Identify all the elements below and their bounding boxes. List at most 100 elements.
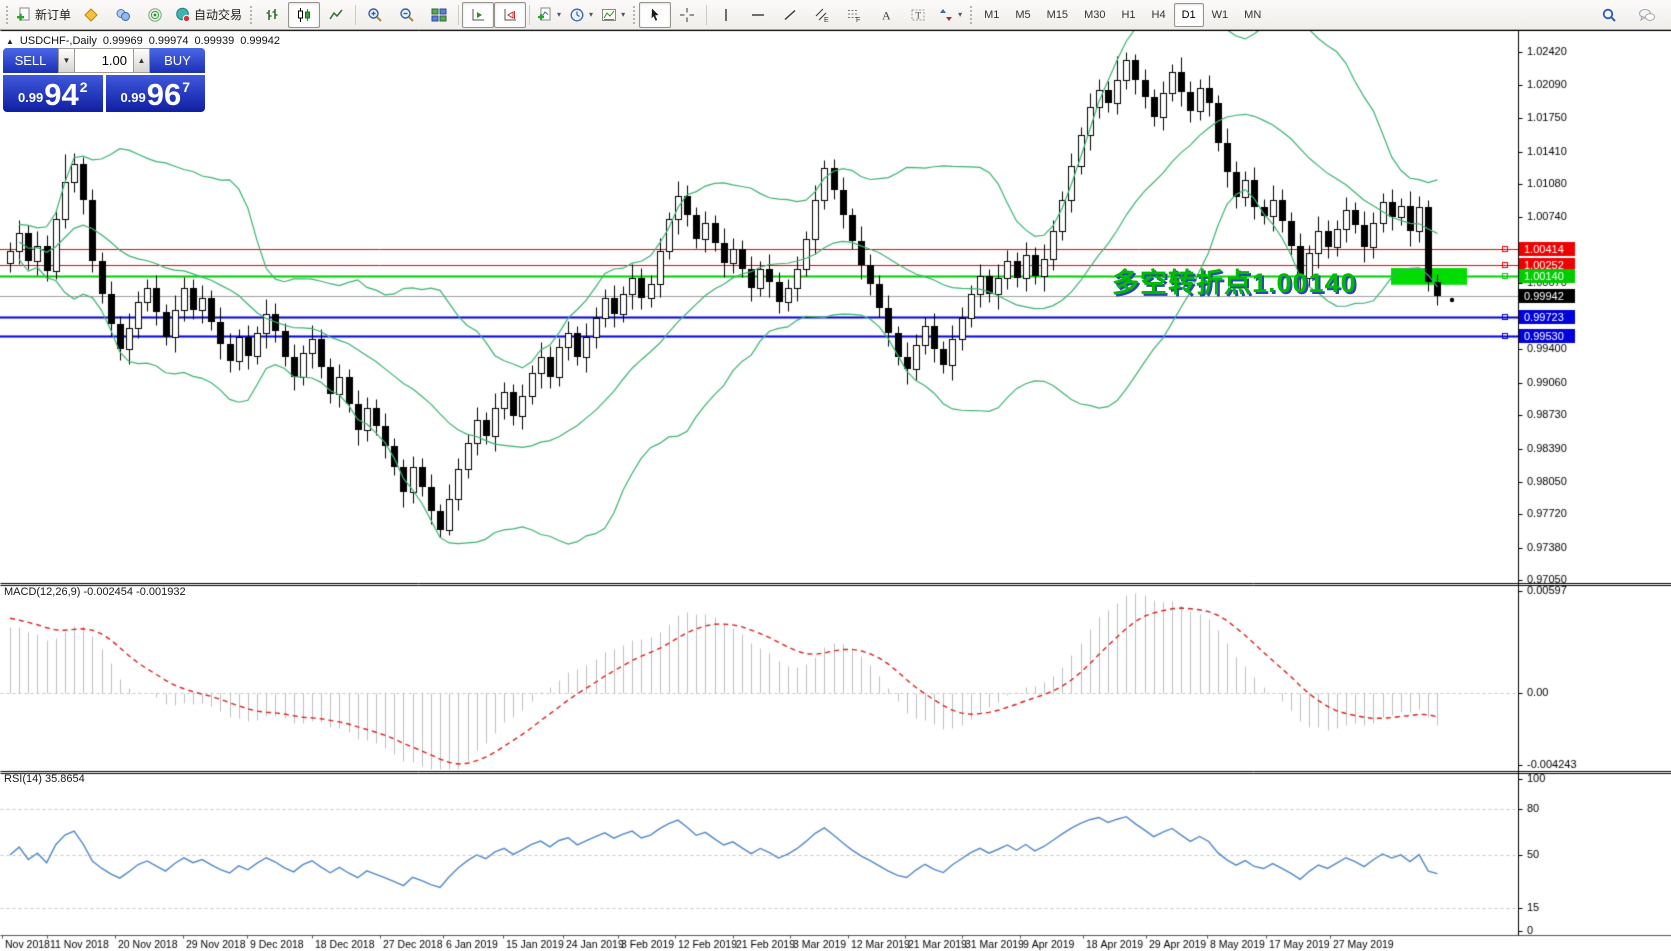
ohlc-open-value: 0.99969 xyxy=(102,35,143,47)
ohlc-close-value: 0.99942 xyxy=(240,35,280,47)
trendline-button[interactable] xyxy=(774,2,806,28)
templates-button[interactable]: ▾ xyxy=(597,2,629,28)
cursor-arrow-icon xyxy=(647,7,663,23)
autotrading-button[interactable]: 自动交易 xyxy=(171,2,246,28)
main-toolbar: 新订单 自动交易 xyxy=(0,0,1671,30)
svg-text:A: A xyxy=(882,8,891,22)
buy-price-point: 7 xyxy=(182,79,191,95)
fibonacci-icon: F xyxy=(846,7,862,23)
volume-increase-button[interactable]: ▲ xyxy=(133,48,150,73)
zoom-in-button[interactable] xyxy=(359,2,391,28)
timeframe-m5-button[interactable]: M5 xyxy=(1015,8,1031,21)
crosshair-icon xyxy=(679,7,695,23)
buy-price-pips: 96 xyxy=(146,77,182,113)
autotrading-label: 自动交易 xyxy=(194,8,243,22)
sell-price-pips: 94 xyxy=(44,77,79,113)
text-icon: A xyxy=(878,7,894,23)
timeframe-m15-button[interactable]: M15 xyxy=(1046,8,1069,21)
svg-text:T: T xyxy=(916,10,922,20)
tile-windows-button[interactable] xyxy=(423,2,455,28)
timeframe-h4-button[interactable]: H4 xyxy=(1151,8,1166,21)
text-label-button[interactable]: T xyxy=(902,2,934,28)
toolbar-grip[interactable] xyxy=(6,5,8,24)
macd-title: MACD(12,26,9) xyxy=(4,586,81,598)
trendline-icon xyxy=(782,7,798,23)
auto-scroll-icon xyxy=(470,7,486,23)
market-watch-button[interactable] xyxy=(107,2,139,28)
buy-button[interactable]: BUY xyxy=(150,48,205,73)
timeframe-mn-button[interactable]: MN xyxy=(1244,8,1262,21)
search-button[interactable] xyxy=(1593,2,1625,28)
indicators-button[interactable]: ▾ xyxy=(533,2,565,28)
periods-button[interactable]: ▾ xyxy=(565,2,597,28)
metaeditor-button[interactable] xyxy=(75,2,107,28)
candlestick-button[interactable] xyxy=(288,1,321,28)
chart-header: ▲ USDCHF-,Daily 0.99969 0.99974 0.99939 … xyxy=(6,35,280,47)
vertical-line-button[interactable] xyxy=(710,2,742,28)
svg-text:F: F xyxy=(856,17,860,23)
sell-price-button[interactable]: 0.99 94 2 xyxy=(3,75,103,112)
macd-signal-value: -0.001932 xyxy=(136,586,186,598)
timeframe-h1-button[interactable]: H1 xyxy=(1121,8,1136,21)
new-order-label: 新订单 xyxy=(35,8,72,22)
arrows-button[interactable]: ▾ xyxy=(934,2,966,28)
horizontal-line-button[interactable] xyxy=(742,2,774,28)
search-icon xyxy=(1601,7,1617,23)
fibonacci-button[interactable]: F xyxy=(838,2,870,28)
market-watch-icon xyxy=(115,7,131,23)
horizontal-line-icon xyxy=(750,7,766,23)
chart-annotation-text: 多空转折点1.00140 xyxy=(1112,268,1357,298)
line-chart-icon xyxy=(328,7,344,23)
crosshair-button[interactable] xyxy=(671,2,703,28)
navigator-icon xyxy=(147,7,163,23)
chat-icon xyxy=(1638,7,1656,23)
indicators-icon xyxy=(537,7,553,23)
channel-icon: E xyxy=(814,7,830,23)
ohlc-low-value: 0.99939 xyxy=(194,35,235,47)
autotrading-icon xyxy=(175,7,191,23)
tile-windows-icon xyxy=(431,7,447,23)
rsi-value: 35.8654 xyxy=(44,773,85,785)
zoom-out-icon xyxy=(399,7,415,23)
sell-button[interactable]: SELL xyxy=(3,48,58,73)
metaeditor-icon xyxy=(83,7,99,23)
new-order-button[interactable]: 新订单 xyxy=(12,2,75,28)
chat-button[interactable] xyxy=(1631,2,1663,28)
zoom-in-icon xyxy=(367,7,383,23)
volume-decrease-button[interactable]: ▼ xyxy=(58,48,75,73)
ohlc-bars-button[interactable] xyxy=(256,2,288,28)
toolbar-grip[interactable] xyxy=(633,5,636,24)
candlestick-icon xyxy=(296,7,312,23)
line-chart-button[interactable] xyxy=(320,2,352,28)
text-label-icon: T xyxy=(910,7,926,23)
toolbar-separator xyxy=(458,4,460,25)
chart-canvas[interactable] xyxy=(0,30,1671,951)
timeframe-m1-button[interactable]: M1 xyxy=(984,8,1000,21)
templates-icon xyxy=(601,7,617,23)
timeframe-d1-button[interactable]: D1 xyxy=(1173,2,1204,27)
dropdown-caret-icon: ▾ xyxy=(958,10,963,19)
zoom-out-button[interactable] xyxy=(391,2,423,28)
timeframe-w1-button[interactable]: W1 xyxy=(1211,8,1229,21)
toolbar-separator xyxy=(355,4,357,25)
text-button[interactable]: A xyxy=(870,2,902,28)
svg-text:E: E xyxy=(824,17,829,23)
ohlc-bars-icon xyxy=(264,7,280,23)
buy-price-button[interactable]: 0.99 96 7 xyxy=(105,75,205,113)
equidistant-channel-button[interactable]: E xyxy=(806,2,838,28)
dropdown-caret-icon: ▾ xyxy=(589,10,594,19)
collapse-triangle-icon[interactable]: ▲ xyxy=(6,36,14,46)
toolbar-grip[interactable] xyxy=(250,5,253,24)
auto-scroll-button[interactable] xyxy=(462,1,495,28)
cursor-button[interactable] xyxy=(639,1,672,28)
volume-input[interactable] xyxy=(75,48,133,73)
sell-price-point: 2 xyxy=(79,79,88,95)
toolbar-grip[interactable] xyxy=(970,5,973,24)
timeframe-m30-button[interactable]: M30 xyxy=(1084,8,1106,21)
arrows-icon xyxy=(938,7,954,23)
toolbar-separator xyxy=(706,4,708,25)
chart-shift-button[interactable] xyxy=(494,1,527,28)
rsi-title: RSI(14) xyxy=(4,773,42,785)
toolbar-separator xyxy=(529,4,531,25)
navigator-button[interactable] xyxy=(139,2,171,28)
